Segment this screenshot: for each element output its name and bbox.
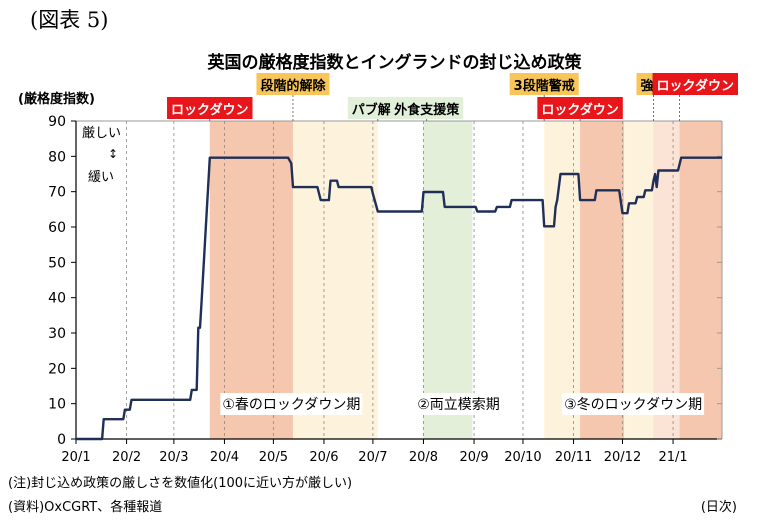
event-label-text: 外食支援策 [393, 102, 460, 118]
annotation-arrow: ↕ [108, 147, 118, 161]
shaded-period [580, 121, 625, 439]
x-tick-label: 20/10 [504, 450, 541, 465]
y-tick-label: 60 [48, 220, 66, 236]
event-label-box [256, 73, 330, 95]
series-line [76, 156, 722, 441]
shaded-period [292, 121, 378, 439]
period-label: ③冬のロックダウン期 [564, 397, 702, 413]
x-tick-label: 20/1 [61, 450, 90, 465]
x-tick-label: 20/2 [112, 450, 141, 465]
x-tick-label: 20/6 [309, 450, 338, 465]
x-tick-label: 20/4 [210, 450, 239, 465]
event-label-box [652, 73, 738, 95]
event-label-text: 3段階警戒 [514, 78, 575, 94]
event-label: ロックダウン [652, 73, 738, 95]
y-axis-title: (厳格度指数) [18, 92, 95, 107]
event-label-box [167, 97, 253, 119]
event-label: ロックダウン [537, 97, 623, 119]
y-tick-label: 90 [48, 114, 66, 130]
x-tick-label: 20/11 [555, 450, 592, 465]
event-label-text: ロックダウン [171, 102, 248, 118]
event-labels: ロックダウン段階的解除パブ解禁外食支援策3段階警戒ロックダウン強化ロックダウン [167, 73, 738, 121]
x-tick-label: 20/8 [409, 450, 438, 465]
annotation-loose: 緩い [88, 170, 114, 185]
x-tick-label: 20/9 [459, 450, 488, 465]
chart-source: (資料)OxCGRT、各種報道 [8, 500, 163, 515]
y-tick-label: 70 [48, 185, 66, 201]
y-tick-label: 20 [48, 361, 66, 377]
event-label: 外食支援策 [390, 97, 464, 119]
axes: 20/1 20/2 20/3 20/4 20/5 20/6 20/7 20/8 20/9 20/1… [48, 114, 723, 465]
x-tick-label: 21/1 [658, 450, 687, 465]
event-label-text: 段階的解除 [260, 78, 326, 94]
y-tick-label: 40 [48, 291, 66, 307]
event-label-box [509, 73, 579, 95]
x-tick-label: 20/7 [358, 450, 387, 465]
y-tick-label: 80 [48, 149, 66, 165]
y-tick-label: 30 [48, 326, 66, 342]
shaded-period [653, 121, 680, 439]
event-label: 段階的解除 [256, 73, 330, 95]
shaded-period [209, 121, 293, 439]
annotation-strict: 厳しい [82, 126, 121, 141]
x-tick-label: 20/12 [604, 450, 641, 465]
period-label: ②両立模索期 [417, 396, 500, 413]
period-label: ①春のロックダウン期 [222, 397, 360, 413]
chart-note: (注)封じ込め政策の厳しさを数値化(100に近い方が厳しい) [8, 476, 353, 491]
event-label-box [537, 97, 623, 119]
x-tick-label: 20/3 [159, 450, 188, 465]
series-line-group [76, 156, 722, 441]
period-label-bg [220, 393, 363, 415]
event-label: 3段階警戒 [509, 73, 579, 95]
event-label: ロックダウン [167, 97, 253, 119]
event-label-box [390, 97, 464, 119]
y-tick-label: 10 [48, 397, 66, 413]
y-tick-label: 50 [48, 255, 66, 271]
event-label-text: ロックダウン [657, 78, 734, 94]
period-label-bg [415, 393, 502, 415]
annotations: 厳しい ↕ 緩い ①春のロックダウン期 ②両立模索期 ③冬のロックダウン期 [82, 126, 705, 415]
x-axis-unit: (日次) [700, 500, 737, 515]
shaded-periods [209, 121, 722, 439]
event-label-text: ロックダウン [541, 102, 618, 118]
x-tick-label: 20/5 [259, 450, 288, 465]
shaded-period [679, 121, 722, 439]
shaded-period [624, 121, 654, 439]
vertical-gridlines [126, 121, 674, 439]
figure-label: (図表 5) [30, 8, 109, 32]
chart-title: 英国の厳格度指数とイングランドの封じ込め政策 [207, 53, 582, 73]
y-tick-label: 0 [57, 432, 66, 448]
shaded-period [544, 121, 581, 439]
shaded-period [423, 121, 473, 439]
period-label-bg [562, 393, 705, 415]
